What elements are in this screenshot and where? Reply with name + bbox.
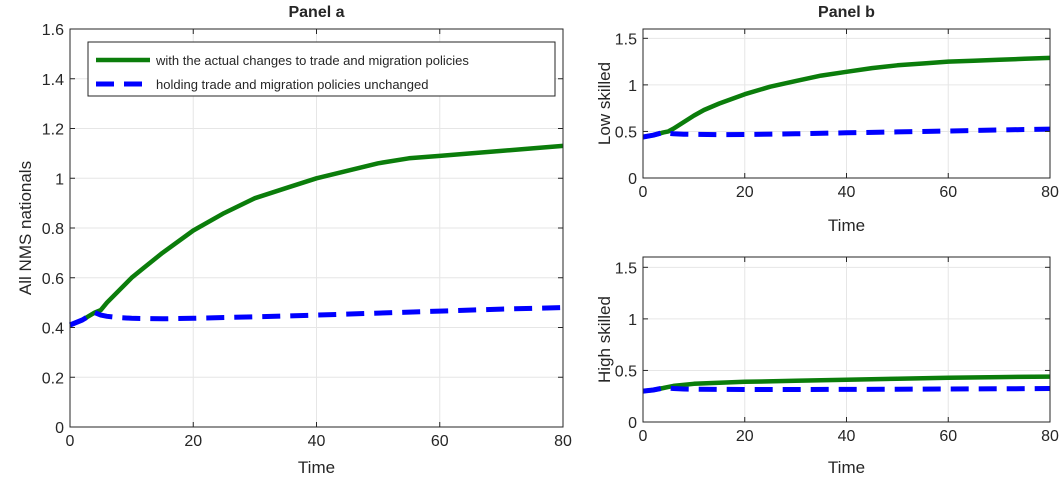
x-tick-label: 60 [939,428,957,445]
plot-panel_b_high [642,256,1051,423]
x-tick-label: 20 [184,433,202,450]
x-tick-label: 80 [554,433,572,450]
x-axis-label: Time [298,458,335,477]
plot-panel_a: with the actual changes to trade and mig… [69,28,564,428]
legend: with the actual changes to trade and mig… [87,41,556,97]
series-line-unchanged [642,385,1051,394]
series-line-actual [642,55,1051,140]
y-tick-label: 0.5 [615,363,637,380]
y-tick-label: 0 [55,420,64,437]
x-axis-label: Time [828,458,865,477]
x-tick-label: 80 [1041,428,1059,445]
y-tick-label: 0.6 [42,271,64,288]
x-tick-label: 60 [431,433,449,450]
y-tick-label: 1 [628,312,637,329]
y-tick-label: 0.8 [42,221,64,238]
series-line-actual [642,374,1051,394]
y-tick-label: 0.5 [615,124,637,141]
plot-panel_b_low [642,28,1051,179]
y-tick-label: 0 [628,171,637,188]
x-tick-label: 0 [66,433,75,450]
y-axis-label: High skilled [595,296,614,383]
x-tick-label: 20 [736,428,754,445]
series-line-unchanged [69,305,564,328]
x-tick-label: 0 [639,184,648,201]
x-tick-label: 40 [838,428,856,445]
y-tick-label: 1.5 [615,260,637,277]
y-axis-label: All NMS nationals [16,161,35,295]
x-tick-label: 40 [838,184,856,201]
y-tick-label: 1 [628,78,637,95]
y-tick-label: 1.2 [42,122,64,139]
series-line-unchanged [642,126,1051,140]
x-axis-label: Time [828,216,865,235]
x-tick-label: 80 [1041,184,1059,201]
y-axis-label: Low skilled [595,62,614,145]
x-tick-label: 60 [939,184,957,201]
legend-box [87,41,556,97]
y-tick-label: 0.4 [42,321,64,338]
legend-label: with the actual changes to trade and mig… [155,53,469,68]
y-tick-label: 1.5 [615,31,637,48]
y-tick-label: 1.4 [42,72,64,89]
legend-label: holding trade and migration policies unc… [156,77,428,92]
x-tick-label: 40 [308,433,326,450]
y-tick-label: 0.2 [42,370,64,387]
y-tick-label: 0 [628,415,637,432]
y-tick-label: 1.6 [42,22,64,39]
panel-title: Panel a [288,4,344,21]
x-tick-label: 0 [639,428,648,445]
x-tick-label: 20 [736,184,754,201]
series-line-actual [69,143,564,328]
panel-title: Panel b [818,4,875,21]
y-tick-label: 1 [55,171,64,188]
